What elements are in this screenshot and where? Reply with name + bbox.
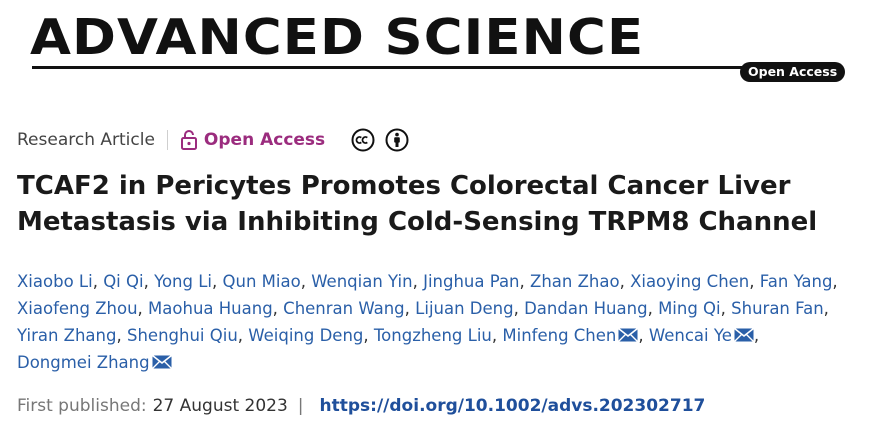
author-separator: , bbox=[749, 272, 755, 291]
author-separator: , bbox=[237, 326, 244, 345]
author-item: Yiran Zhang, bbox=[17, 326, 122, 345]
author-item: Qi Qi, bbox=[103, 272, 149, 291]
author-separator: , bbox=[212, 272, 218, 291]
email-icon[interactable] bbox=[732, 326, 754, 345]
attribution-icon[interactable] bbox=[385, 128, 409, 152]
author-separator: , bbox=[116, 326, 122, 345]
author-name[interactable]: Lijuan Deng bbox=[415, 299, 514, 318]
author-item: Yong Li, bbox=[154, 272, 217, 291]
author-name[interactable]: Xiaoying Chen bbox=[630, 272, 750, 291]
open-access-badge: Open Access bbox=[740, 62, 846, 82]
author-name[interactable]: Chenran Wang bbox=[283, 299, 405, 318]
author-item: Xiaobo Li, bbox=[17, 272, 98, 291]
author-item: Tongzheng Liu, bbox=[374, 326, 497, 345]
author-item: Ming Qi, bbox=[658, 299, 726, 318]
author-separator: , bbox=[363, 326, 369, 345]
author-item: Jinghua Pan, bbox=[423, 272, 525, 291]
separator: | bbox=[297, 396, 304, 416]
author-item: Lijuan Deng, bbox=[415, 299, 519, 318]
doi-link[interactable]: https://doi.org/10.1002/advs.202302717 bbox=[319, 396, 706, 416]
author-separator: , bbox=[832, 272, 838, 291]
author-name[interactable]: Shenghui Qiu bbox=[126, 326, 238, 345]
author-item: Fan Yang, bbox=[760, 272, 838, 291]
author-separator: , bbox=[404, 299, 410, 318]
author-separator: , bbox=[137, 299, 143, 318]
first-published-label: First published: bbox=[17, 396, 147, 416]
author-item: Minfeng Chen, bbox=[502, 326, 643, 345]
article-title: TCAF2 in Pericytes Promotes Colorectal C… bbox=[17, 171, 818, 237]
author-item: Zhan Zhao, bbox=[530, 272, 625, 291]
author-name[interactable]: Tongzheng Liu bbox=[373, 326, 492, 345]
author-separator: , bbox=[272, 299, 278, 318]
author-name[interactable]: Shuran Fan bbox=[731, 299, 824, 318]
author-name[interactable]: Maohua Huang bbox=[148, 299, 273, 318]
author-separator: , bbox=[619, 272, 625, 291]
author-name[interactable]: Wenqian Yin bbox=[311, 272, 413, 291]
author-separator: , bbox=[823, 299, 829, 318]
author-item: Dongmei Zhang bbox=[17, 353, 172, 372]
author-name[interactable]: Wencai Ye bbox=[648, 326, 732, 345]
lock-open-icon bbox=[180, 130, 197, 150]
author-name[interactable]: Zhan Zhao bbox=[530, 272, 620, 291]
publication-info: First published: 27 August 2023 | https:… bbox=[17, 396, 705, 416]
author-item: Qun Miao, bbox=[223, 272, 306, 291]
author-separator: , bbox=[638, 326, 644, 345]
author-name[interactable]: Dandan Huang bbox=[524, 299, 648, 318]
creative-commons-icon[interactable] bbox=[351, 128, 375, 152]
author-name[interactable]: Yong Li bbox=[154, 272, 213, 291]
author-name[interactable]: Xiaobo Li bbox=[17, 272, 93, 291]
author-separator: , bbox=[519, 272, 525, 291]
author-name[interactable]: Ming Qi bbox=[658, 299, 721, 318]
logo-rule bbox=[32, 66, 744, 69]
author-item: Wenqian Yin, bbox=[311, 272, 418, 291]
author-item: Chenran Wang, bbox=[283, 299, 410, 318]
author-separator: , bbox=[647, 299, 653, 318]
author-separator: , bbox=[92, 272, 98, 291]
author-separator: , bbox=[491, 326, 498, 345]
author-list: Xiaobo Li, Qi Qi, Yong Li, Qun Miao, Wen… bbox=[17, 268, 887, 376]
author-separator: , bbox=[143, 272, 149, 291]
author-item: Shenghui Qiu, bbox=[127, 326, 243, 345]
author-name[interactable]: Yiran Zhang bbox=[17, 326, 117, 345]
author-name[interactable]: Minfeng Chen bbox=[502, 326, 617, 345]
email-icon[interactable] bbox=[616, 326, 639, 345]
author-name[interactable]: Qi Qi bbox=[103, 272, 144, 291]
article-meta-row: Research Article Open Access bbox=[17, 127, 409, 153]
author-name[interactable]: Jinghua Pan bbox=[423, 272, 520, 291]
author-item: Maohua Huang, bbox=[148, 299, 278, 318]
author-name[interactable]: Fan Yang bbox=[759, 272, 833, 291]
author-separator: , bbox=[753, 326, 760, 345]
author-item: Wencai Ye, bbox=[649, 326, 759, 345]
open-access-label[interactable]: Open Access bbox=[203, 130, 326, 150]
author-separator: , bbox=[300, 272, 306, 291]
email-icon[interactable] bbox=[150, 353, 172, 372]
author-item: Xiaoying Chen, bbox=[630, 272, 754, 291]
author-item: Shuran Fan, bbox=[731, 299, 829, 318]
article-type: Research Article bbox=[17, 130, 155, 150]
author-item: Dandan Huang, bbox=[524, 299, 653, 318]
author-name[interactable]: Qun Miao bbox=[222, 272, 301, 291]
author-separator: , bbox=[513, 299, 519, 318]
journal-name: ADVANCED SCIENCE bbox=[30, 9, 645, 66]
author-separator: , bbox=[412, 272, 418, 291]
author-separator: , bbox=[720, 299, 726, 318]
author-item: Weiqing Deng, bbox=[248, 326, 368, 345]
publication-date: 27 August 2023 bbox=[152, 396, 288, 416]
divider bbox=[166, 130, 168, 150]
author-name[interactable]: Weiqing Deng bbox=[248, 326, 364, 345]
author-item: Xiaofeng Zhou, bbox=[17, 299, 143, 318]
author-name[interactable]: Xiaofeng Zhou bbox=[17, 299, 138, 318]
journal-logo[interactable]: ADVANCED SCIENCE Open Access bbox=[30, 10, 846, 82]
author-name[interactable]: Dongmei Zhang bbox=[17, 353, 150, 372]
